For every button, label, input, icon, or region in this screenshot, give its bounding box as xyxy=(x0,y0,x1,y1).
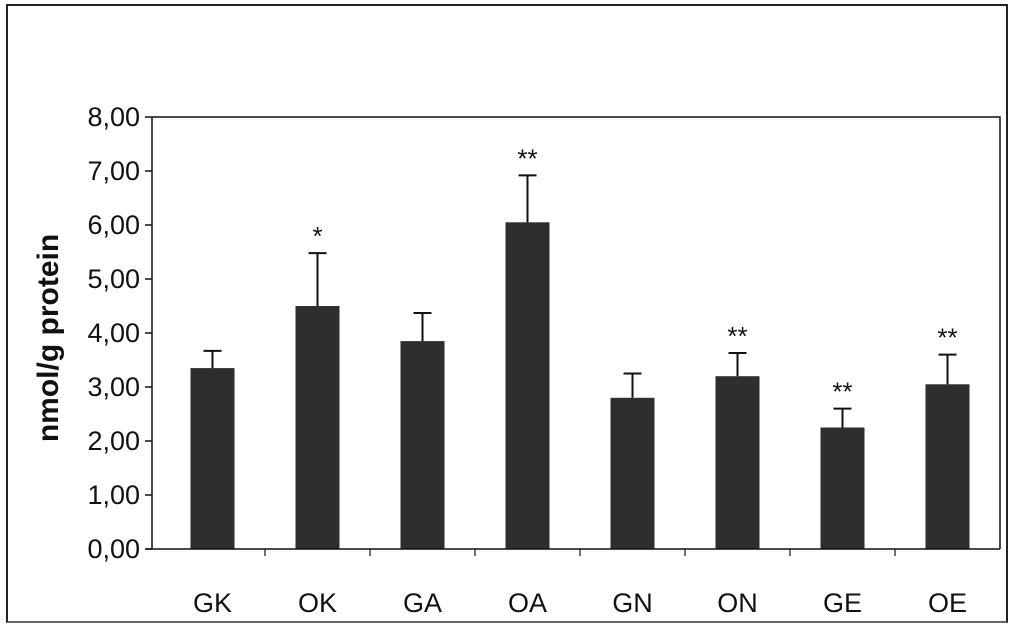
x-tick-label-oe: OE xyxy=(928,588,967,618)
significance-marker-oa: ** xyxy=(517,143,537,173)
significance-marker-on: ** xyxy=(727,321,747,351)
x-tick-label-gk: GK xyxy=(193,588,232,618)
y-tick-label: 3,00 xyxy=(87,372,140,402)
significance-marker-ge: ** xyxy=(832,377,852,407)
bar-gn xyxy=(610,397,655,549)
x-tick-label-ga: GA xyxy=(403,588,442,618)
significance-marker-ok: * xyxy=(312,221,322,251)
bar-ge xyxy=(820,427,865,549)
y-tick-label: 6,00 xyxy=(87,210,140,240)
significance-marker-oe: ** xyxy=(937,323,957,353)
x-tick-label-ge: GE xyxy=(823,588,862,618)
y-tick-label: 4,00 xyxy=(87,318,140,348)
y-tick-label: 8,00 xyxy=(87,102,140,132)
bar-gk xyxy=(190,368,235,549)
bar-oe xyxy=(925,384,970,549)
y-tick-label: 5,00 xyxy=(87,264,140,294)
x-tick-label-gn: GN xyxy=(612,588,653,618)
y-tick-label: 0,00 xyxy=(87,534,140,564)
y-axis-label: nmol/g protein xyxy=(32,234,65,442)
y-tick-label: 1,00 xyxy=(87,480,140,510)
y-tick-label: 7,00 xyxy=(87,156,140,186)
bar-on xyxy=(715,376,760,549)
plot-area-border xyxy=(152,116,1001,549)
bar-oa xyxy=(505,222,550,550)
x-tick-label-ok: OK xyxy=(298,588,337,618)
x-tick-label-oa: OA xyxy=(508,588,547,618)
y-tick-label: 2,00 xyxy=(87,426,140,456)
bar-ok xyxy=(295,306,340,549)
bar-ga xyxy=(400,341,445,549)
chart-frame xyxy=(6,4,1008,623)
x-tick-label-on: ON xyxy=(717,588,758,618)
